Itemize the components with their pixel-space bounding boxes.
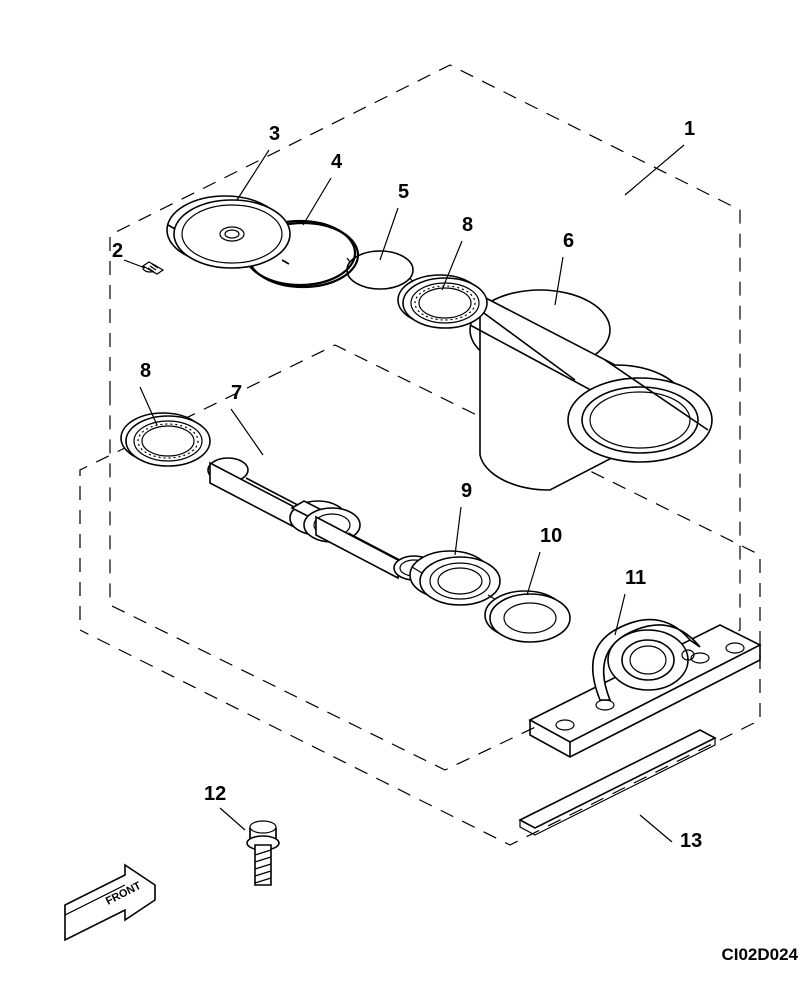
callout-8b: 8 bbox=[140, 360, 151, 382]
callout-7: 7 bbox=[231, 382, 242, 404]
callout-8a: 8 bbox=[462, 214, 473, 236]
callout-2: 2 bbox=[112, 240, 123, 262]
callout-3: 3 bbox=[269, 123, 280, 145]
part-7-shaft bbox=[208, 458, 434, 580]
exploded-diagram: FRONT 1 2 3 4 5 6 7 8 8 9 10 11 12 13 CI… bbox=[0, 0, 808, 1000]
part-12-bolt bbox=[247, 821, 279, 885]
drawing-code: CI02D024 bbox=[721, 945, 798, 964]
part-8-bearing-upper bbox=[398, 275, 487, 328]
part-6-roller bbox=[470, 290, 712, 490]
callout-6: 6 bbox=[563, 230, 574, 252]
callout-13: 13 bbox=[680, 830, 702, 852]
callout-11: 11 bbox=[625, 567, 646, 589]
part-9-collar bbox=[410, 551, 500, 605]
callout-12: 12 bbox=[204, 783, 226, 805]
part-3-end-cap bbox=[167, 196, 290, 268]
part-11-bracket bbox=[530, 620, 760, 757]
callout-9: 9 bbox=[461, 480, 472, 502]
part-2-screw bbox=[143, 262, 163, 274]
callout-4: 4 bbox=[331, 151, 343, 173]
callout-1: 1 bbox=[684, 118, 695, 140]
front-arrow: FRONT bbox=[65, 865, 155, 940]
part-10-washer bbox=[485, 591, 570, 642]
part-8-bearing-lower bbox=[121, 413, 210, 466]
callout-5: 5 bbox=[398, 181, 409, 203]
callout-10: 10 bbox=[540, 525, 562, 547]
